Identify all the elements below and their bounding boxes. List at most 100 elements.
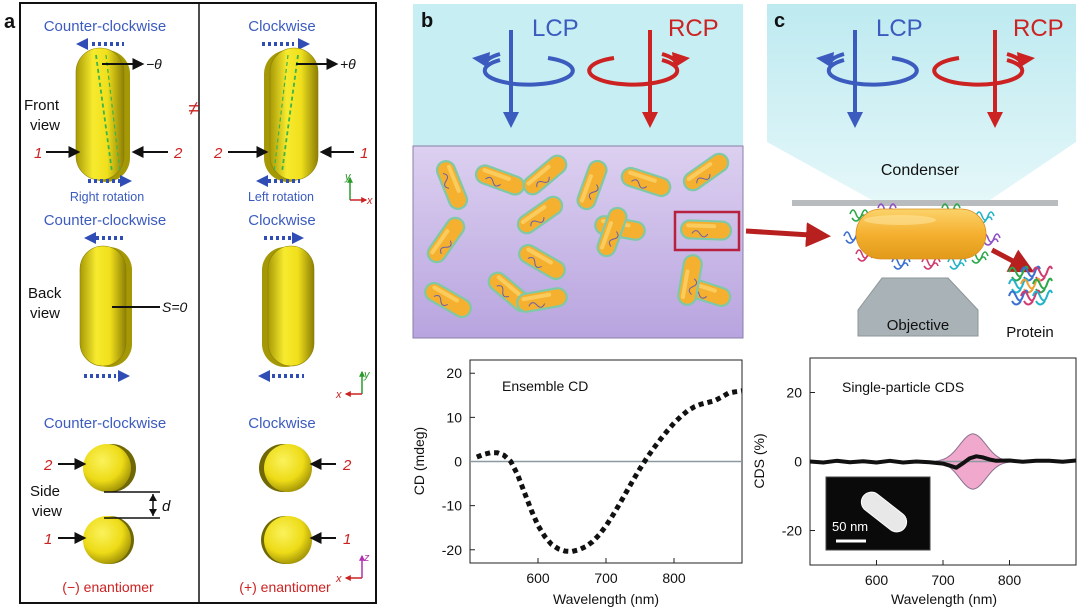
angle-label-plus-theta: +θ [340, 56, 356, 72]
nanorod-back-left [79, 245, 132, 367]
rcp-label-c: RCP [1013, 15, 1064, 42]
ensemble-nanorod [576, 159, 608, 211]
row3-right-title: Clockwise [248, 415, 316, 432]
rotation-arrow-row2-top-right [264, 232, 304, 244]
side-view-label-2: view [32, 503, 62, 520]
axis-indicator-xy-1: y x [344, 171, 373, 207]
x-tick-label: 600 [865, 572, 889, 588]
ensemble-nanorod [522, 154, 568, 196]
distance-d-marker [104, 491, 160, 519]
chart-c-ylabel: CDS (%) [751, 433, 767, 488]
plus-enantiomer-label: (+) enantiomer [239, 579, 331, 595]
bound-protein [947, 257, 967, 270]
not-equal-sign: ≠ [189, 98, 200, 120]
side-view-ball-top-left [83, 444, 136, 492]
objective-label: Objective [887, 317, 950, 334]
side-view-ball-bottom-left [83, 516, 134, 564]
ensemble-nanorod [682, 152, 730, 192]
axis-indicator-xz: z x [335, 552, 370, 585]
side-view-label-1: Side [30, 483, 60, 500]
chart-b-title: Ensemble CD [502, 378, 588, 394]
right-rotation-caption: Right rotation [70, 190, 144, 204]
rotation-arrow-bottom-right [256, 175, 300, 187]
protein-helix [1008, 277, 1029, 294]
x-tick-label: 800 [662, 570, 686, 586]
chart-b-ylabel: CD (mdeg) [411, 427, 427, 495]
cd-series-line [475, 388, 743, 555]
row1-right-title: Clockwise [248, 18, 316, 35]
row1-right-num-1: 1 [360, 145, 368, 162]
protein-helix [1008, 289, 1029, 306]
lcp-arrow-b [472, 30, 575, 128]
selection-box [673, 210, 741, 252]
panel-b: b LCP RCP [412, 4, 831, 339]
rcp-arrow-c [932, 30, 1035, 128]
chart-b-xlabel: Wavelength (nm) [553, 591, 659, 607]
cds-series-line [809, 454, 1077, 470]
minus-enantiomer-label: (−) enantiomer [62, 579, 154, 595]
nanorod-back-right [262, 245, 315, 367]
rotation-arrow-row2-bottom-right [258, 370, 304, 382]
lcp-arrow-c [816, 30, 919, 128]
front-view-label-2: view [30, 117, 60, 134]
side-view-ball-top-right [259, 444, 312, 492]
chart-c-title: Single-particle CDS [842, 379, 964, 395]
x-tick-label: 700 [931, 572, 955, 588]
rotation-arrow-row2-bottom-left [84, 370, 130, 382]
protein-helix [1008, 265, 1029, 282]
protein-label: Protein [1006, 324, 1054, 341]
back-view-label-2: view [30, 305, 60, 322]
rotation-arrow-top-right [262, 38, 310, 50]
rotation-arrow-top-left [76, 38, 124, 50]
y-tick-label: -20 [782, 523, 802, 539]
sem-inset: 50 nm [825, 476, 931, 551]
panel-c-letter: c [774, 10, 785, 32]
ensemble-nanorod [426, 216, 466, 264]
rotation-arrow-row2-top-left [84, 232, 124, 244]
y-tick-label: 20 [446, 365, 462, 381]
ensemble-nanorod [424, 281, 472, 319]
panel-a-letter: a [4, 11, 16, 33]
axis-x-label-3: x [335, 573, 342, 585]
panel-a: a Counter-clockwise Clockwise −θ + [4, 2, 377, 604]
single-nanorod-with-proteins [843, 203, 1001, 270]
ensemble-nanorod [518, 243, 566, 281]
row3-right-num-2: 2 [342, 457, 352, 474]
axis-x-label-1: x [366, 195, 373, 207]
ensemble-nanorod [516, 287, 568, 313]
chart-c-xlabel: Wavelength (nm) [891, 591, 997, 607]
angle-label-minus-theta: −θ [146, 56, 162, 72]
y-tick-label: 20 [786, 385, 802, 401]
x-tick-label: 600 [526, 570, 550, 586]
row1-left-title: Counter-clockwise [44, 18, 167, 35]
axis-x-label-2: x [335, 389, 342, 401]
lcp-label-b: LCP [532, 15, 579, 42]
y-tick-label: -10 [442, 498, 462, 514]
back-view-label-1: Back [28, 285, 62, 302]
row1-right-num-2: 2 [213, 145, 223, 162]
rcp-label-b: RCP [668, 15, 719, 42]
ensemble-cd-chart: Ensemble CD Wavelength (nm) CD (mdeg) 60… [411, 359, 743, 607]
side-view-ball-bottom-right [261, 516, 312, 564]
lcp-label-c: LCP [876, 15, 923, 42]
y-tick-label: -20 [442, 542, 462, 558]
zoom-arrow [745, 222, 831, 248]
nanorod-front-right [264, 47, 319, 182]
panel-b-letter: b [421, 10, 433, 32]
y-tick-label: 10 [446, 409, 462, 425]
ensemble-nanorod [596, 206, 628, 258]
rcp-arrow-b [587, 30, 690, 128]
front-view-label-1: Front [24, 97, 60, 114]
row3-right-num-1: 1 [343, 531, 351, 548]
y-tick-label: 0 [454, 454, 462, 470]
condenser-label: Condenser [881, 162, 960, 179]
single-particle-cds-chart: Single-particle CDS Wavelength (nm) CDS … [751, 357, 1077, 607]
row2-right-title: Clockwise [248, 212, 316, 229]
axis-z-label: z [363, 552, 370, 564]
glass-slide [792, 200, 1058, 206]
bound-protein [921, 257, 941, 270]
row1-left-num-2: 2 [173, 145, 183, 162]
distance-d-label: d [162, 498, 171, 515]
rotation-arrow-bottom-left [88, 175, 132, 187]
sem-nanorod [860, 491, 908, 533]
